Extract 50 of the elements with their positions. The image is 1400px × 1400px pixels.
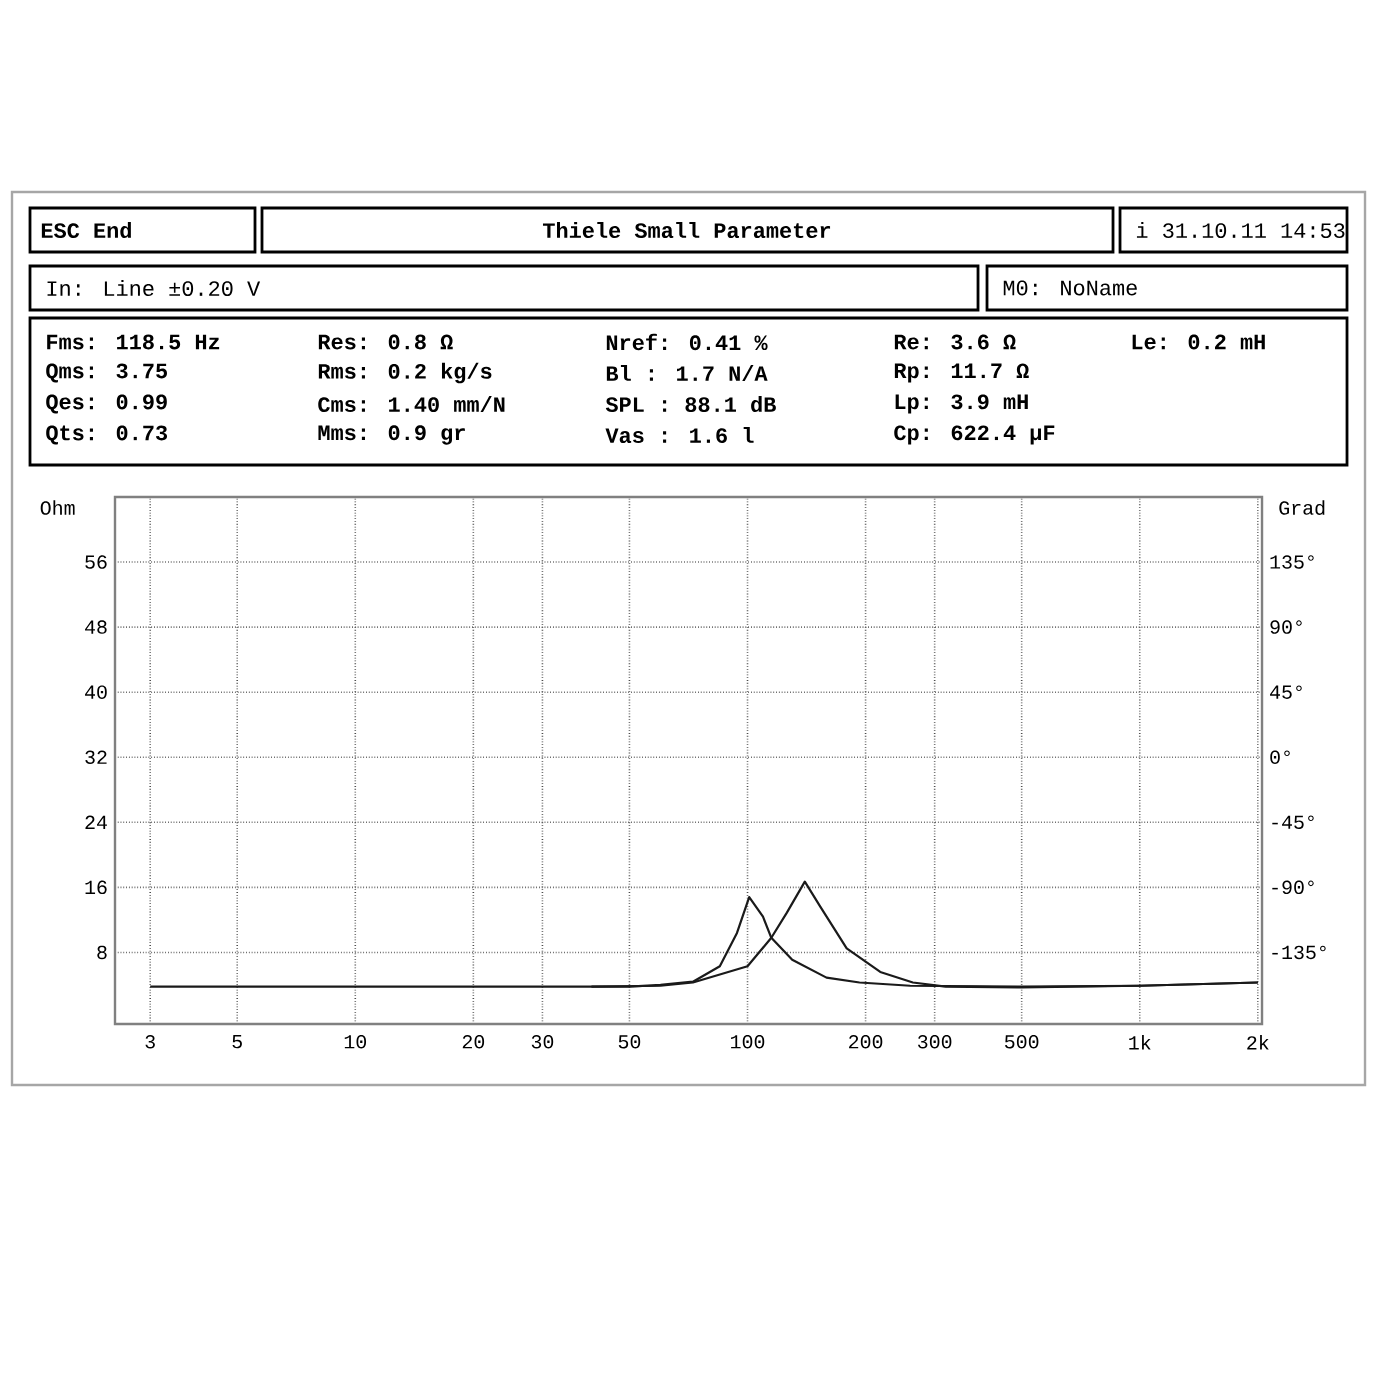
- x-tick-label: 300: [917, 1035, 952, 1049]
- y-tick-label: 56: [85, 555, 107, 569]
- y2-axis-title: Grad: [1279, 500, 1325, 515]
- text: Qes: 0.99: [46, 394, 167, 414]
- text: Fms: 118.5 Hz: [47, 334, 220, 350]
- y-tick-label: 32: [85, 750, 107, 764]
- text: Res: 0.8 Ω: [318, 334, 453, 350]
- x-tick-label: 10: [344, 1035, 367, 1049]
- x-tick-label: 1k: [1129, 1035, 1151, 1050]
- y2-tick-label: -90°: [1272, 880, 1314, 895]
- text: Rp: 11.7 Ω: [894, 363, 1029, 383]
- x-tick-label: 100: [731, 1035, 765, 1049]
- text: Bl : 1.7 N/A: [606, 364, 768, 382]
- text: i 31.10.11 14:53: [1136, 221, 1345, 239]
- x-tick-label: 5: [232, 1035, 242, 1049]
- x-tick-label: 20: [462, 1035, 485, 1049]
- text: In: Line ±0.20 V: [47, 279, 261, 297]
- y2-tick-label: -135°: [1272, 945, 1326, 960]
- y-tick-label: 24: [85, 815, 107, 829]
- text: Re: 3.6 Ω: [894, 334, 1016, 350]
- y2-tick-label: -45°: [1272, 815, 1314, 830]
- text: SPL : 88.1 dB: [605, 395, 776, 413]
- y-tick-label: 8: [97, 945, 107, 960]
- x-tick-label: 500: [1004, 1035, 1039, 1049]
- text: Mms: 0.9 gr: [318, 425, 465, 445]
- text: ESC End: [41, 221, 131, 239]
- text: Vas : 1.6 l: [605, 426, 754, 444]
- text: Cms: 1.40 mm/N: [318, 395, 505, 413]
- chart-title: Thiele Small Parameter: [542, 221, 831, 239]
- y2-tick-label: 90°: [1270, 620, 1302, 634]
- y2-tick-label: 0°: [1270, 750, 1290, 764]
- y-tick-label: 16: [85, 880, 107, 895]
- x-tick-label: 30: [531, 1035, 554, 1049]
- text: Cp: 622.4 µF: [894, 425, 1055, 445]
- text: Lp: 3.9 mH: [895, 394, 1028, 414]
- y-tick-label: 40: [85, 685, 107, 699]
- text: Qts: 0.73: [46, 425, 168, 445]
- y2-tick-label: 135°: [1270, 555, 1314, 569]
- text: M0: NoName: [1003, 280, 1137, 296]
- text: Qms: 3.75: [46, 363, 167, 383]
- y2-tick-label: 45°: [1270, 685, 1302, 699]
- x-tick-label: 50: [618, 1035, 641, 1049]
- text: Rms: 0.2 kg/s: [318, 362, 492, 384]
- x-tick-label: 200: [849, 1035, 883, 1049]
- text: Nref: 0.41 %: [606, 333, 768, 351]
- x-tick-label: 3: [145, 1035, 155, 1049]
- text: Le: 0.2 mH: [1132, 334, 1265, 350]
- y-tick-label: 48: [85, 620, 107, 634]
- x-tick-label: 2k: [1247, 1035, 1269, 1050]
- y-axis-title: Ohm: [40, 500, 75, 515]
